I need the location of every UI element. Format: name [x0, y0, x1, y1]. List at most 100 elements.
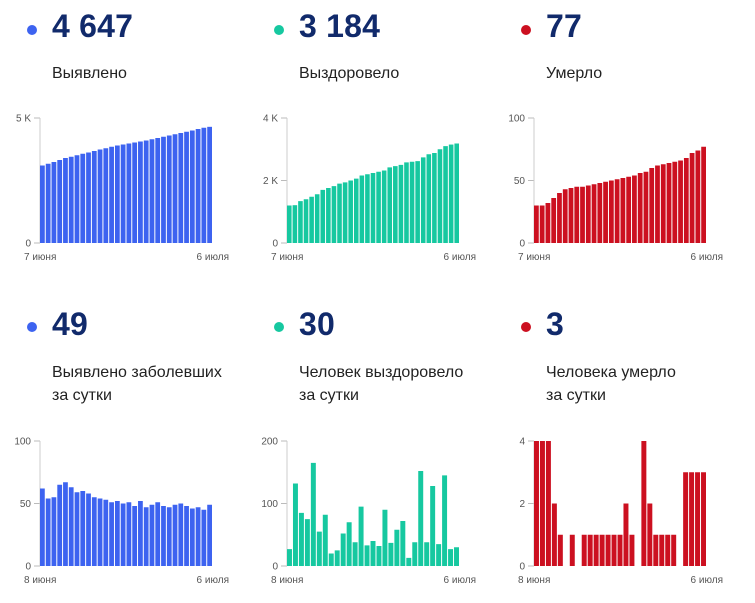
y-tick-label: 0	[25, 239, 31, 250]
bar	[430, 486, 436, 566]
bar	[665, 534, 671, 566]
bar	[114, 501, 120, 566]
y-tick-label: 2	[519, 499, 525, 510]
bar	[557, 193, 562, 243]
bar	[359, 175, 365, 243]
bar	[448, 549, 454, 567]
bar	[376, 546, 382, 566]
y-tick-label: 0	[519, 239, 525, 250]
x-start-label: 7 июня	[271, 252, 303, 263]
bar	[287, 205, 292, 243]
bar	[568, 188, 574, 243]
bar	[143, 507, 149, 566]
stat-label-line2: за сутки	[546, 387, 606, 404]
bar	[155, 502, 161, 566]
status-dot	[521, 322, 531, 332]
bar	[649, 168, 655, 243]
bar	[57, 160, 63, 243]
bar	[303, 199, 309, 243]
bar	[63, 158, 68, 243]
bar	[448, 144, 454, 243]
bar	[149, 504, 155, 566]
bar	[376, 171, 381, 243]
bar	[370, 173, 376, 243]
bar	[569, 534, 575, 566]
x-start-label: 8 июня	[271, 575, 303, 586]
bar	[701, 472, 706, 566]
bar	[632, 175, 637, 243]
bar	[166, 135, 172, 243]
bar	[593, 534, 599, 566]
stat-label-line1: Умерло	[546, 65, 603, 82]
bar	[605, 534, 611, 566]
status-dot	[27, 25, 37, 35]
bar	[57, 484, 63, 566]
bar	[287, 549, 292, 567]
bar	[653, 534, 659, 566]
y-tick-label: 5 K	[16, 114, 31, 125]
bar	[623, 503, 629, 566]
stat-label-line2: за сутки	[299, 387, 359, 404]
bar	[149, 139, 155, 243]
bar	[442, 475, 448, 567]
bar	[655, 165, 660, 243]
bar	[74, 155, 80, 243]
stat-label-line2: за сутки	[52, 387, 112, 404]
bar	[292, 483, 298, 566]
bar	[189, 508, 195, 566]
y-tick-label: 200	[261, 437, 278, 448]
bar	[126, 502, 132, 566]
bar	[432, 153, 437, 243]
bar	[412, 542, 418, 566]
bar	[143, 140, 149, 243]
bar	[671, 534, 677, 566]
y-tick-label: 0	[519, 562, 525, 573]
bar	[132, 506, 138, 566]
stat-label: Выздоровело	[299, 62, 399, 85]
bar	[114, 145, 120, 243]
bar	[629, 534, 635, 566]
chart: 0 5 K 7 июня 6 июля	[16, 114, 229, 264]
bar	[352, 542, 358, 566]
bar	[545, 203, 551, 243]
bar	[86, 152, 91, 243]
bar	[599, 534, 605, 566]
bar	[678, 160, 683, 243]
bar	[400, 521, 406, 566]
bar	[695, 150, 701, 243]
bar	[406, 557, 412, 567]
bar	[409, 161, 415, 243]
panel-recovered-daily: 30 Человек выздоровело за сутки 0 100 200 8…	[247, 300, 487, 590]
bar	[298, 201, 303, 244]
bar	[689, 153, 695, 243]
x-end-label: 6 июля	[691, 575, 723, 586]
bar	[617, 534, 623, 566]
x-start-label: 7 июня	[518, 252, 550, 263]
bar	[340, 533, 346, 566]
bar	[103, 148, 109, 243]
bar	[534, 441, 539, 566]
bar	[74, 492, 80, 566]
panel-died-total: 77 Умерло 0 50 100 7 июня 6 июля	[494, 0, 734, 290]
bar	[641, 441, 647, 566]
bar	[97, 149, 103, 243]
bar	[80, 491, 86, 566]
bar	[365, 174, 370, 243]
bar	[97, 498, 103, 566]
x-end-label: 6 июля	[197, 252, 229, 263]
bar	[418, 471, 424, 566]
y-tick-label: 0	[272, 562, 278, 573]
bar	[346, 522, 352, 566]
bar	[132, 142, 138, 243]
bar	[387, 167, 393, 244]
bar	[120, 144, 126, 243]
bar	[309, 196, 314, 243]
bar	[539, 441, 545, 566]
bar	[587, 534, 593, 566]
bar	[86, 493, 91, 566]
bar	[614, 179, 620, 243]
stat-label-line1: Выявлено заболевших	[52, 364, 222, 381]
bar	[109, 502, 114, 566]
bar	[207, 504, 212, 566]
bar	[80, 153, 86, 243]
